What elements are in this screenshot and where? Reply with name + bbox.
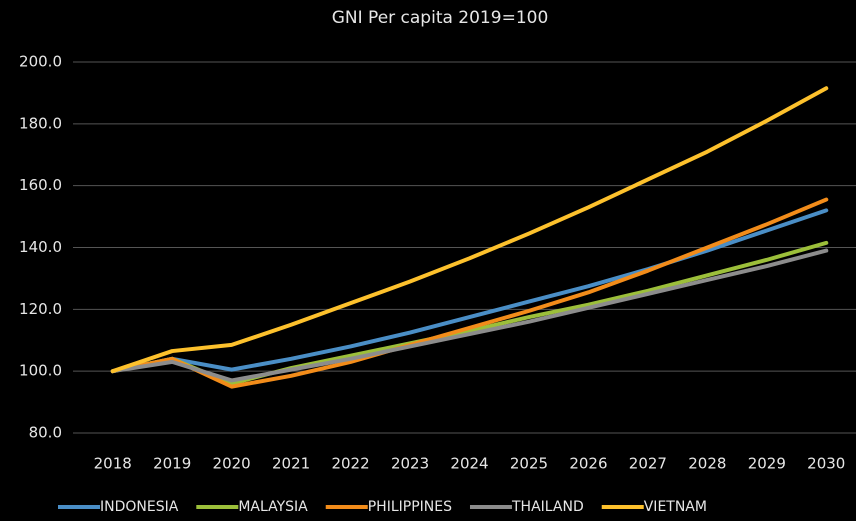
x-tick-label: 2022 [331, 455, 369, 473]
series-line [110, 208, 829, 374]
y-tick-label: 80.0 [29, 424, 62, 442]
series-line [110, 197, 829, 389]
y-tick-label: 160.0 [19, 176, 62, 194]
y-tick-label: 180.0 [19, 114, 62, 132]
legend-label: INDONESIA [100, 499, 179, 515]
x-tick-label: 2018 [94, 455, 132, 473]
series-line [110, 248, 829, 383]
x-tick-label: 2029 [748, 455, 786, 473]
legend-label: THAILAND [511, 499, 584, 515]
x-tick-label: 2019 [153, 455, 191, 473]
x-tick-label: 2027 [629, 455, 667, 473]
chart-title: GNI Per capita 2019=100 [332, 8, 549, 28]
series-line [110, 86, 829, 374]
x-tick-label: 2023 [391, 455, 429, 473]
x-tick-label: 2021 [272, 455, 310, 473]
y-tick-label: 200.0 [19, 53, 62, 71]
series-line [110, 240, 829, 386]
y-tick-label: 100.0 [19, 362, 62, 380]
x-tick-label: 2025 [510, 455, 548, 473]
y-tick-label: 140.0 [19, 238, 62, 256]
legend-label: MALAYSIA [238, 499, 308, 515]
x-tick-label: 2026 [569, 455, 607, 473]
x-tick-label: 2028 [688, 455, 726, 473]
legend-label: PHILIPPINES [368, 499, 452, 515]
x-tick-label: 2020 [213, 455, 251, 473]
legend-label: VIETNAM [644, 499, 707, 515]
y-tick-label: 120.0 [19, 300, 62, 318]
x-tick-label: 2030 [807, 455, 845, 473]
x-tick-label: 2024 [450, 455, 488, 473]
